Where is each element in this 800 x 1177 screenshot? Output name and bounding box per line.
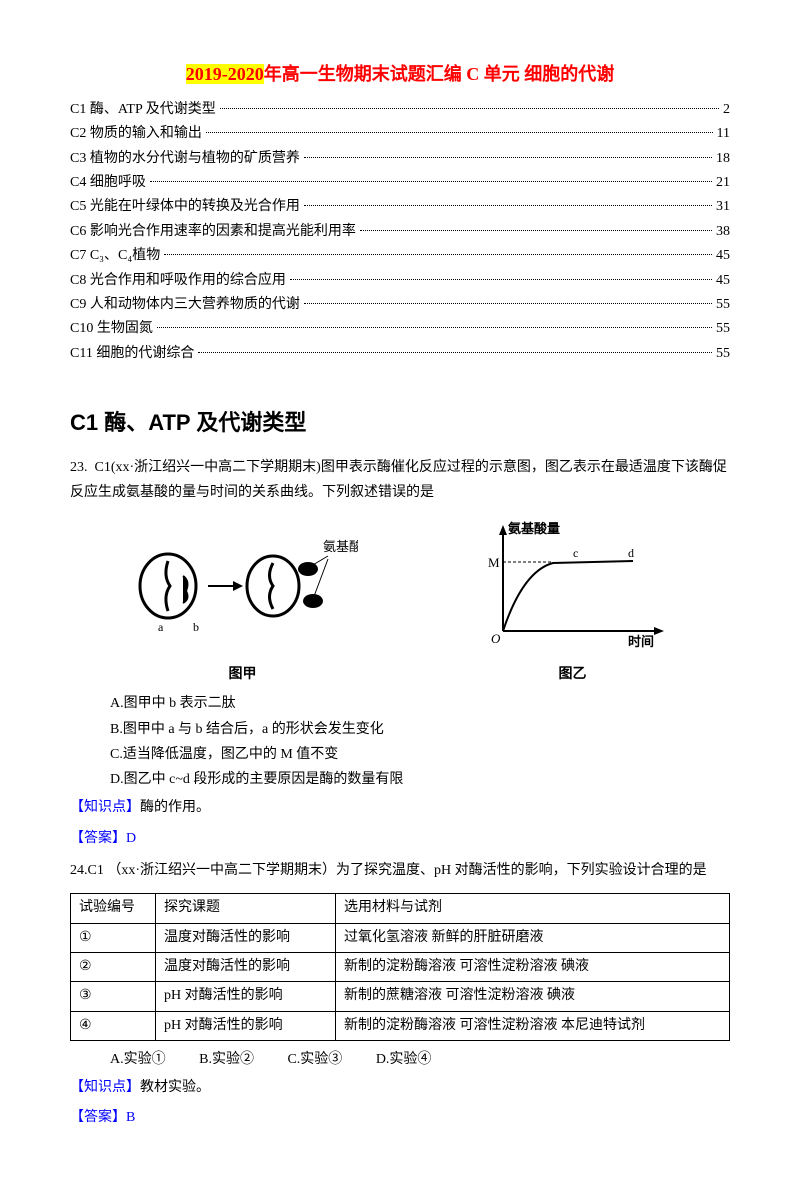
svg-text:氨基酸量: 氨基酸量 <box>507 521 560 536</box>
toc-item: C7 C₃、C₄植物45 <box>70 245 730 267</box>
svg-text:M: M <box>488 555 500 570</box>
svg-text:时间: 时间 <box>628 634 654 649</box>
title-year: 2019-2020 <box>186 64 264 84</box>
table-of-contents: C1 酶、ATP 及代谢类型2 C2 物质的输入和输出11 C3 植物的水分代谢… <box>70 99 730 365</box>
svg-text:c: c <box>573 546 578 560</box>
table-row: 试验编号 探究课题 选用材料与试剂 <box>71 894 730 923</box>
answer-23: 【答案】D <box>70 828 730 850</box>
answer-24: 【答案】B <box>70 1107 730 1129</box>
table-row: ④pH 对酶活性的影响新制的淀粉酶溶液 可溶性淀粉溶液 本尼迪特试剂 <box>71 1011 730 1040</box>
toc-item: C6 影响光合作用速率的因素和提高光能利用率38 <box>70 221 730 243</box>
toc-item: C9 人和动物体内三大营养物质的代谢55 <box>70 294 730 316</box>
question-24: 24.C1 （xx·浙江绍兴一中高二下学期期末）为了探究温度、pH 对酶活性的影… <box>70 858 730 883</box>
title-rest: 年高一生物期末试题汇编 C 单元 细胞的代谢 <box>264 64 615 84</box>
toc-item: C8 光合作用和呼吸作用的综合应用45 <box>70 270 730 292</box>
table-row: ③pH 对酶活性的影响新制的蔗糖溶液 可溶性淀粉溶液 碘液 <box>71 982 730 1011</box>
figure-jia: a b 氨基酸 图甲 <box>128 531 358 687</box>
knowledge-point-23: 【知识点】酶的作用。 <box>70 797 730 819</box>
toc-item: C5 光能在叶绿体中的转换及光合作用31 <box>70 196 730 218</box>
svg-text:O: O <box>491 631 501 646</box>
toc-item: C10 生物固氮55 <box>70 318 730 340</box>
figures-row: a b 氨基酸 图甲 M c d O 氨基酸量 时间 <box>70 521 730 687</box>
table-row: ②温度对酶活性的影响新制的淀粉酶溶液 可溶性淀粉溶液 碘液 <box>71 952 730 981</box>
toc-item: C4 细胞呼吸21 <box>70 172 730 194</box>
option-d: D.实验④ <box>376 1052 432 1067</box>
option-a: A.图甲中 b 表示二肽 <box>110 691 730 716</box>
section-heading: C1 酶、ATP 及代谢类型 <box>70 405 730 440</box>
option-c: C.实验③ <box>287 1052 342 1067</box>
curve-chart-icon: M c d O 氨基酸量 时间 <box>473 521 673 651</box>
question-24-options: A.实验① B.实验② C.实验③ D.实验④ <box>110 1049 730 1071</box>
experiment-table: 试验编号 探究课题 选用材料与试剂 ①温度对酶活性的影响过氧化氢溶液 新鲜的肝脏… <box>70 893 730 1041</box>
enzyme-diagram-icon: a b 氨基酸 <box>128 531 358 651</box>
option-c: C.适当降低温度，图乙中的 M 值不变 <box>110 742 730 767</box>
svg-text:a: a <box>158 620 164 634</box>
toc-item: C11 细胞的代谢综合55 <box>70 343 730 365</box>
figure-yi-caption: 图乙 <box>473 664 673 686</box>
option-a: A.实验① <box>110 1052 166 1067</box>
toc-item: C1 酶、ATP 及代谢类型2 <box>70 99 730 121</box>
figure-yi: M c d O 氨基酸量 时间 图乙 <box>473 521 673 687</box>
option-d: D.图乙中 c~d 段形成的主要原因是酶的数量有限 <box>110 767 730 792</box>
table-row: ①温度对酶活性的影响过氧化氢溶液 新鲜的肝脏研磨液 <box>71 923 730 952</box>
page-title: 2019-2020年高一生物期末试题汇编 C 单元 细胞的代谢 <box>70 60 730 89</box>
option-b: B.实验② <box>199 1052 254 1067</box>
figure-jia-caption: 图甲 <box>128 664 358 686</box>
svg-text:d: d <box>628 546 634 560</box>
toc-item: C3 植物的水分代谢与植物的矿质营养18 <box>70 148 730 170</box>
question-23: 23. C1(xx·浙江绍兴一中高二下学期期末)图甲表示酶催化反应过程的示意图，… <box>70 455 730 505</box>
option-b: B.图甲中 a 与 b 结合后，a 的形状会发生变化 <box>110 717 730 742</box>
knowledge-point-24: 【知识点】教材实验。 <box>70 1077 730 1099</box>
svg-text:氨基酸: 氨基酸 <box>323 539 358 554</box>
question-23-options: A.图甲中 b 表示二肽 B.图甲中 a 与 b 结合后，a 的形状会发生变化 … <box>110 691 730 792</box>
svg-text:b: b <box>193 620 199 634</box>
toc-item: C2 物质的输入和输出11 <box>70 123 730 145</box>
